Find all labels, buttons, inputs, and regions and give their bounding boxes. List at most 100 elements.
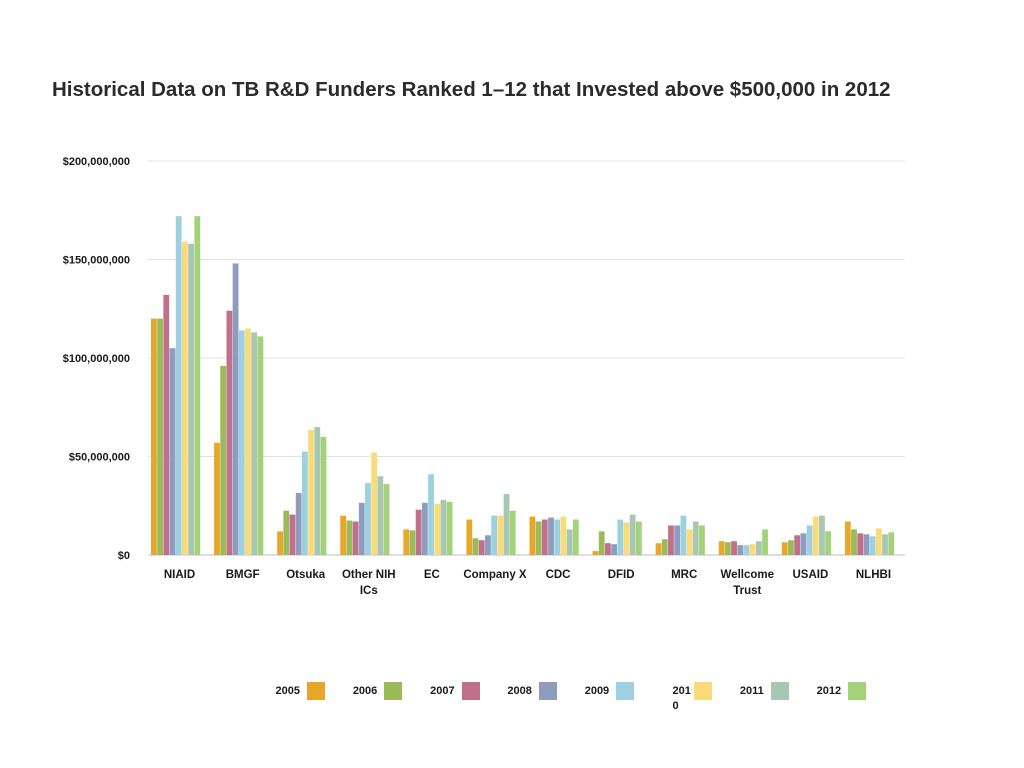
category-label-other-nih-ics: Other NIH ICs	[341, 569, 396, 597]
legend-swatch-2005	[307, 682, 325, 700]
category-label-company-x: Company X	[463, 569, 527, 581]
legend-label-2012: 2012	[816, 685, 842, 697]
bar-niaid-2009	[175, 216, 182, 555]
bar-ec-2005	[403, 529, 410, 555]
bar-mrc-2008	[674, 525, 681, 555]
bar-usaid-2005	[781, 542, 788, 555]
legend-label-2011: 2011	[739, 685, 764, 697]
y-tick-label: $150,000,000	[63, 255, 130, 267]
bar-dfid-2011	[629, 514, 636, 555]
bar-mrc-2011	[692, 521, 699, 555]
bar-bmgf-2009	[238, 330, 245, 555]
bar-other-nih-ics-2009	[365, 483, 371, 555]
category-label-mrc: MRC	[671, 569, 698, 581]
legend-label-2010: 201 0	[673, 684, 693, 714]
chart-title: Historical Data on TB R&D Funders Ranked…	[52, 78, 891, 101]
bar-usaid-2008	[800, 533, 807, 555]
bar-cdc-2009	[554, 519, 561, 555]
y-tick-label: $200,000,000	[63, 156, 130, 168]
bar-cdc-2007	[541, 519, 548, 555]
bar-mrc-2006	[661, 539, 668, 555]
bar-other-nih-ics-2011	[377, 476, 384, 555]
bar-mrc-2007	[668, 525, 674, 555]
bar-company-x-2009	[491, 515, 498, 555]
bar-dfid-2009	[617, 519, 624, 555]
bar-otsuka-2010	[308, 429, 314, 555]
legend-swatch-2012	[848, 682, 867, 700]
category-label-nlhbi: NLHBI	[855, 569, 892, 581]
bars	[151, 216, 895, 556]
category-label-ec: EC	[423, 569, 440, 581]
bar-otsuka-2006	[283, 510, 290, 555]
bar-ec-2008	[421, 502, 428, 555]
bar-wellcome-trust-2010	[749, 544, 756, 555]
legend-swatch-2008	[538, 682, 557, 700]
bar-wellcome-trust-2007	[731, 541, 737, 555]
bar-bmgf-2012	[257, 336, 264, 555]
y-tick-label: $100,000,000	[63, 353, 130, 365]
bar-ec-2009	[428, 474, 434, 555]
y-axis-ticks: $0 $50,000,000 $100,000,000 $150,000,000 $20…	[63, 156, 130, 562]
legend-swatch-2007	[461, 682, 480, 700]
bar-niaid-2006	[157, 318, 163, 555]
bar-dfid-2010	[623, 522, 630, 555]
category-label-niaid: NIAID	[163, 569, 196, 581]
bar-mrc-2009	[680, 515, 687, 555]
bar-usaid-2007	[794, 535, 801, 555]
bar-nlhbi-2008	[863, 534, 870, 555]
bar-dfid-2008	[611, 544, 617, 555]
bar-wellcome-trust-2012	[762, 529, 768, 555]
bar-bmgf-2008	[232, 263, 239, 555]
bar-mrc-2010	[686, 529, 693, 555]
legend-label-2006: 2006	[352, 685, 378, 697]
legend-swatch-2006	[384, 682, 403, 700]
legend-label-2009: 2009	[584, 685, 610, 697]
bar-niaid-2008	[169, 348, 176, 555]
legend-label-2005: 2005	[275, 685, 300, 697]
bar-otsuka-2005	[277, 531, 283, 555]
bar-bmgf-2010	[245, 328, 251, 555]
bar-company-x-2010	[497, 515, 504, 555]
bar-company-x-2006	[472, 538, 479, 555]
bar-dfid-2012	[635, 521, 642, 555]
category-label-otsuka: Otsuka	[286, 569, 326, 581]
bar-cdc-2008	[548, 517, 554, 555]
bar-company-x-2008	[485, 535, 491, 555]
legend-label-line: 0	[672, 700, 679, 712]
bar-wellcome-trust-2006	[724, 542, 731, 555]
bar-ec-2007	[415, 509, 422, 555]
bar-niaid-2010	[182, 241, 188, 555]
bar-bmgf-2007	[226, 310, 233, 555]
bar-other-nih-ics-2010	[371, 452, 378, 555]
bar-otsuka-2009	[301, 451, 308, 555]
bar-other-nih-ics-2007	[352, 521, 359, 555]
bar-company-x-2005	[466, 519, 473, 555]
bar-nlhbi-2012	[888, 532, 895, 555]
bar-nlhbi-2005	[844, 521, 851, 555]
legend-swatch-2009	[616, 682, 635, 700]
bar-otsuka-2007	[289, 514, 296, 555]
bar-niaid-2007	[163, 294, 170, 555]
bar-cdc-2011	[566, 529, 573, 555]
bar-dfid-2005	[592, 551, 599, 555]
bar-bmgf-2011	[251, 332, 258, 555]
bar-ec-2011	[440, 499, 447, 555]
bar-bmgf-2006	[220, 365, 227, 555]
bar-nlhbi-2011	[882, 534, 888, 555]
bar-ec-2006	[409, 530, 416, 556]
bar-usaid-2006	[788, 540, 794, 555]
bar-otsuka-2008	[295, 492, 302, 555]
bar-niaid-2011	[188, 243, 194, 556]
bar-otsuka-2011	[314, 426, 321, 555]
bar-otsuka-2012	[320, 436, 327, 555]
gridlines	[148, 160, 905, 556]
category-label-usaid: USAID	[792, 569, 829, 581]
bar-nlhbi-2009	[869, 536, 876, 555]
bar-other-nih-ics-2008	[358, 502, 365, 555]
legend-swatch-2010	[693, 682, 712, 700]
bar-wellcome-trust-2009	[743, 545, 750, 555]
legend-swatch-2011	[770, 682, 789, 700]
bar-wellcome-trust-2005	[718, 541, 725, 555]
bar-ec-2010	[434, 503, 441, 555]
